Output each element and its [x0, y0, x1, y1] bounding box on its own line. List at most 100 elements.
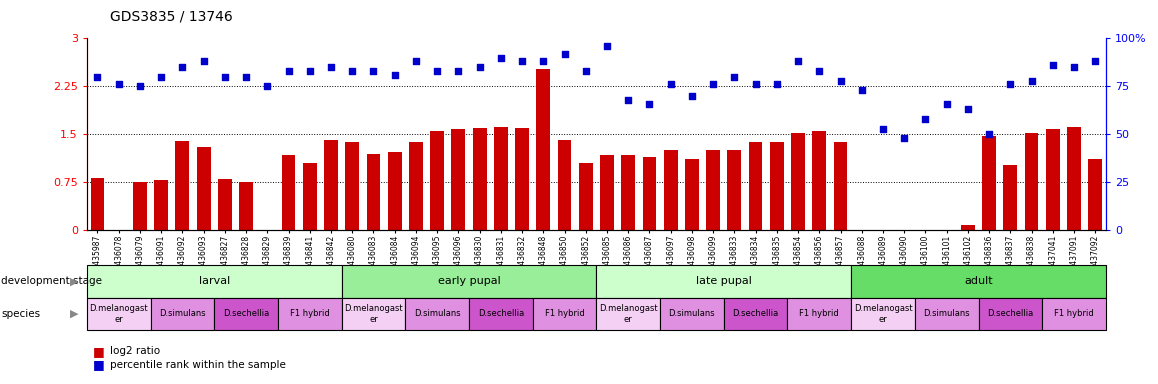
Point: [406, 58, 425, 65]
Text: species: species: [1, 309, 41, 319]
Point: [831, 78, 850, 84]
Text: D.melanogast
er: D.melanogast er: [853, 304, 913, 324]
Point: [640, 101, 659, 107]
Bar: [982, 136, 996, 230]
Point: [173, 64, 191, 70]
Bar: [367, 154, 380, 230]
Point: [682, 93, 701, 99]
Point: [343, 68, 361, 74]
Point: [131, 83, 149, 89]
Point: [470, 64, 489, 70]
Bar: [1004, 165, 1017, 230]
Bar: [133, 182, 147, 230]
Bar: [979, 298, 1042, 330]
Bar: [579, 163, 593, 230]
Point: [916, 116, 935, 122]
Text: percentile rank within the sample: percentile rank within the sample: [110, 360, 286, 370]
Text: D.melanogast
er: D.melanogast er: [89, 304, 148, 324]
Bar: [851, 265, 1106, 298]
Bar: [405, 298, 469, 330]
Bar: [770, 142, 784, 230]
Point: [959, 106, 977, 113]
Point: [768, 81, 786, 88]
Point: [513, 58, 532, 65]
Bar: [1089, 159, 1102, 230]
Point: [598, 43, 616, 49]
Bar: [660, 298, 724, 330]
Bar: [409, 142, 423, 230]
Bar: [214, 298, 278, 330]
Point: [980, 131, 998, 137]
Bar: [324, 139, 338, 230]
Point: [555, 51, 573, 57]
Text: D.simulans: D.simulans: [413, 310, 461, 318]
Point: [534, 58, 552, 65]
Bar: [643, 157, 657, 230]
Bar: [686, 159, 698, 230]
Bar: [915, 298, 979, 330]
Bar: [240, 182, 252, 230]
Point: [852, 87, 871, 93]
Bar: [749, 142, 762, 230]
Bar: [834, 142, 848, 230]
Bar: [388, 152, 402, 230]
Point: [279, 68, 298, 74]
Bar: [622, 155, 635, 230]
Point: [895, 135, 914, 141]
Text: adult: adult: [965, 276, 992, 286]
Point: [236, 74, 255, 80]
Bar: [469, 298, 533, 330]
Point: [215, 74, 234, 80]
Text: development stage: development stage: [1, 276, 102, 286]
Text: D.simulans: D.simulans: [668, 310, 716, 318]
Bar: [664, 151, 677, 230]
Text: D.melanogast
er: D.melanogast er: [344, 304, 403, 324]
Bar: [431, 131, 444, 230]
Text: D.sechellia: D.sechellia: [223, 310, 269, 318]
Bar: [851, 298, 915, 330]
Text: log2 ratio: log2 ratio: [110, 346, 160, 356]
Bar: [494, 127, 507, 230]
Text: ▶: ▶: [71, 309, 79, 319]
Bar: [87, 298, 151, 330]
Bar: [533, 298, 596, 330]
Point: [322, 64, 340, 70]
Bar: [278, 298, 342, 330]
Point: [789, 58, 807, 65]
Point: [152, 74, 170, 80]
Bar: [154, 180, 168, 230]
Point: [937, 101, 955, 107]
Text: ▶: ▶: [71, 276, 79, 286]
Text: early pupal: early pupal: [438, 276, 500, 286]
Point: [491, 55, 510, 61]
Bar: [536, 69, 550, 230]
Bar: [197, 147, 211, 230]
Point: [88, 74, 107, 80]
Point: [1043, 62, 1062, 68]
Bar: [787, 298, 851, 330]
Bar: [342, 265, 596, 298]
Point: [577, 68, 595, 74]
Text: D.melanogast
er: D.melanogast er: [599, 304, 658, 324]
Text: D.simulans: D.simulans: [923, 310, 970, 318]
Text: D.sechellia: D.sechellia: [733, 310, 778, 318]
Bar: [342, 298, 405, 330]
Text: F1 hybrid: F1 hybrid: [290, 310, 330, 318]
Bar: [596, 265, 851, 298]
Point: [1023, 78, 1041, 84]
Bar: [218, 179, 232, 230]
Bar: [1042, 298, 1106, 330]
Bar: [87, 265, 342, 298]
Bar: [727, 151, 741, 230]
Bar: [600, 155, 614, 230]
Text: late pupal: late pupal: [696, 276, 752, 286]
Point: [1064, 64, 1083, 70]
Point: [427, 68, 446, 74]
Point: [300, 68, 318, 74]
Text: F1 hybrid: F1 hybrid: [1054, 310, 1094, 318]
Text: larval: larval: [199, 276, 229, 286]
Text: D.simulans: D.simulans: [159, 310, 206, 318]
Text: D.sechellia: D.sechellia: [478, 310, 523, 318]
Point: [1001, 81, 1019, 88]
Text: ■: ■: [93, 358, 104, 371]
